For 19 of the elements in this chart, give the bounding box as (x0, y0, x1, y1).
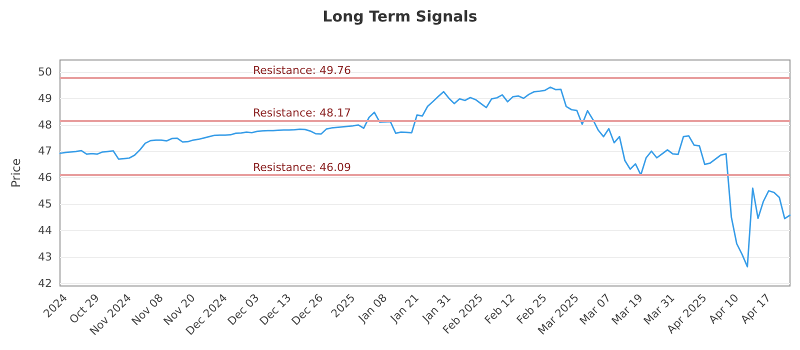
ref-line-label: Resistance: 49.76 (253, 64, 351, 78)
y-tick-label: 43 (38, 250, 52, 264)
y-tick-label: 44 (38, 224, 52, 237)
chart-title: Long Term Signals (322, 8, 478, 26)
y-tick-label: 42 (38, 276, 52, 290)
ref-line-label: Resistance: 46.09 (253, 161, 351, 174)
y-tick-label: 47 (38, 144, 52, 158)
line-series (59, 86, 791, 268)
y-axis-title: Price (9, 158, 23, 188)
x-tick-label: Jan 08 (355, 291, 390, 326)
x-tick-label: Dec 26 (289, 291, 326, 328)
y-tick-label: 48 (38, 118, 52, 132)
x-tick-label: Jan 21 (387, 291, 422, 326)
x-tick-label: Feb 12 (482, 291, 518, 327)
y-tick-label: 50 (38, 65, 52, 78)
ref-line-label: Resistance: 48.17 (253, 106, 351, 120)
y-tick-label: 46 (38, 171, 52, 184)
y-tick-label: 49 (38, 92, 52, 105)
y-tick-label: 45 (38, 198, 52, 211)
